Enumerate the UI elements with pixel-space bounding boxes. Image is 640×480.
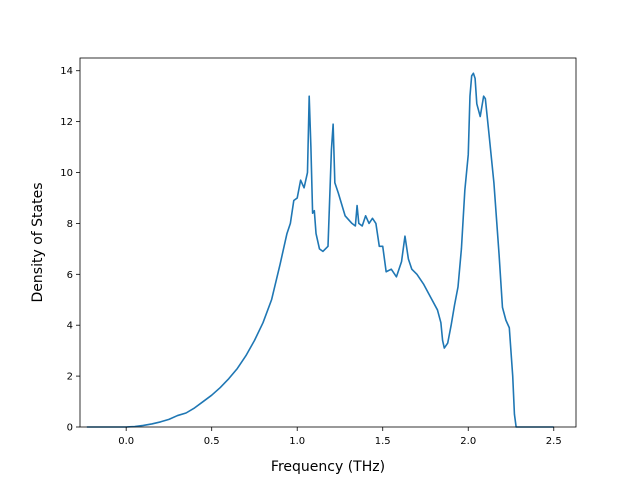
y-tick-label: 12: [60, 117, 73, 128]
x-tick-label: 1.0: [289, 436, 305, 447]
axes-frame: [79, 57, 577, 428]
y-tick-label: 6: [67, 270, 73, 281]
x-tick-label: 0.5: [204, 436, 220, 447]
y-tick-label: 10: [60, 168, 73, 179]
x-tick-label: 2.5: [546, 436, 562, 447]
y-tick-label: 14: [60, 66, 73, 77]
x-axis-label: Frequency (THz): [271, 459, 385, 475]
x-axis-ticks: 0.0 0.5 1.0 1.5 2.0 2.5: [118, 427, 562, 447]
x-tick-label: 2.0: [460, 436, 476, 447]
x-tick-label: 1.5: [375, 436, 391, 447]
y-tick-label: 8: [67, 219, 73, 230]
y-axis-ticks: 0 2 4 6 8 10 12 14: [60, 66, 80, 434]
x-tick-label: 0.0: [118, 436, 134, 447]
series-line-0: [86, 72, 554, 428]
plot-area: [86, 72, 554, 428]
y-tick-label: 4: [67, 321, 73, 332]
y-tick-label: 0: [67, 423, 73, 434]
y-tick-label: 2: [67, 372, 73, 383]
y-axis-label: Density of States: [30, 183, 46, 303]
